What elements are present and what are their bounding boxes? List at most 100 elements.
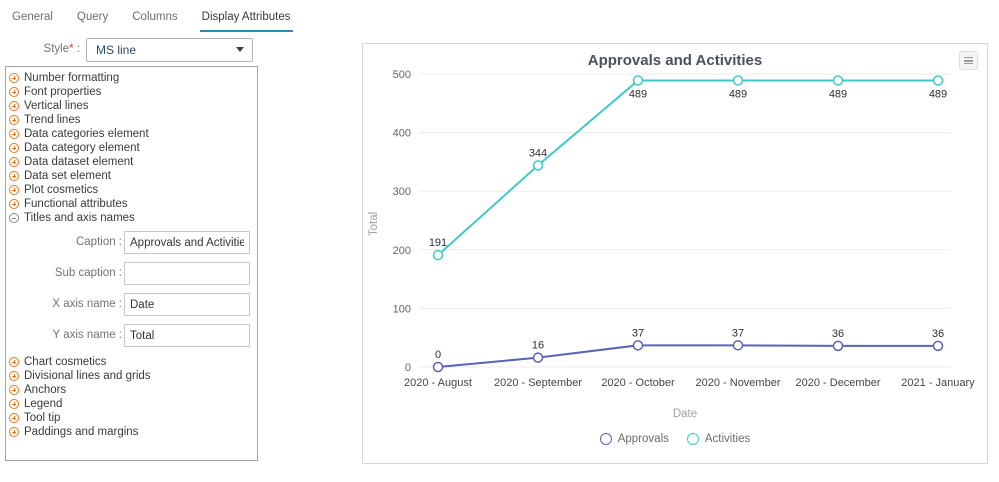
series-line-approvals — [437, 344, 938, 368]
expand-icon[interactable] — [9, 357, 19, 367]
tab-display-attributes[interactable]: Display Attributes — [199, 7, 293, 32]
caption-label: Caption : — [75, 236, 122, 248]
data-label: 36 — [832, 328, 844, 340]
expand-icon[interactable] — [9, 427, 19, 437]
attributes-tree: Number formatting Font properties Vertical… — [5, 66, 258, 461]
tree-item-number-formatting[interactable]: Number formatting — [6, 71, 257, 85]
data-point-approvals[interactable] — [832, 340, 844, 352]
data-label: 16 — [532, 340, 544, 352]
tree-item-data-set-element[interactable]: Data set element — [6, 169, 257, 183]
tree-item-trend-lines[interactable]: Trend lines — [6, 113, 257, 127]
y-tick-label: 0 — [405, 362, 411, 374]
tree-item-data-dataset-element[interactable]: Data dataset element — [6, 155, 257, 169]
tree-item-label: Chart cosmetics — [24, 356, 107, 368]
series-line-activities — [437, 79, 938, 256]
caption-row: Caption : — [6, 231, 257, 254]
sub-caption-row: Sub caption : — [6, 262, 257, 285]
titles-axis-form: Caption : Sub caption : X axis name : Y … — [6, 231, 257, 347]
expand-icon[interactable] — [9, 371, 19, 381]
sub-caption-input[interactable] — [124, 262, 250, 285]
data-point-approvals[interactable] — [932, 340, 944, 352]
y-axis-name-input[interactable] — [124, 324, 250, 347]
tree-item-divisional-lines-and-grids[interactable]: Divisional lines and grids — [6, 369, 257, 383]
data-point-activities[interactable] — [632, 75, 644, 86]
expand-icon[interactable] — [9, 185, 19, 195]
legend-item-approvals[interactable]: Approvals — [599, 433, 669, 445]
tab-columns[interactable]: Columns — [132, 11, 178, 23]
expand-icon[interactable] — [9, 399, 19, 409]
tree-item-label: Divisional lines and grids — [24, 370, 151, 382]
tree-item-font-properties[interactable]: Font properties — [6, 85, 257, 99]
data-point-activities[interactable] — [832, 75, 844, 86]
tree-item-label: Functional attributes — [24, 198, 128, 210]
tree-item-label: Legend — [24, 398, 63, 410]
tree-item-plot-cosmetics[interactable]: Plot cosmetics — [6, 183, 257, 197]
hamburger-icon — [964, 57, 973, 64]
chart-menu-button[interactable] — [959, 51, 978, 70]
tree-item-anchors[interactable]: Anchors — [6, 383, 257, 397]
tree-item-functional-attributes[interactable]: Functional attributes — [6, 197, 257, 211]
caption-input[interactable] — [124, 231, 250, 254]
expand-icon[interactable] — [9, 101, 19, 111]
data-point-activities[interactable] — [732, 75, 744, 86]
collapse-icon[interactable] — [9, 213, 19, 223]
expand-icon[interactable] — [9, 385, 19, 395]
style-label: Style* : — [43, 43, 80, 55]
tab-bar: General Query Columns Display Attributes — [0, 0, 293, 32]
style-dropdown-value: MS line — [96, 43, 137, 57]
data-point-approvals[interactable] — [632, 340, 644, 351]
chevron-down-icon — [236, 47, 244, 52]
tree-item-label: Trend lines — [24, 114, 81, 126]
tree-item-titles-and-axis-names[interactable]: Titles and axis names — [6, 211, 257, 225]
x-axis-name-row: X axis name : — [6, 293, 257, 316]
chart-title: Approvals and Activities — [587, 52, 763, 69]
expand-icon[interactable] — [9, 157, 19, 167]
tree-item-label: Data dataset element — [24, 156, 134, 168]
data-point-activities[interactable] — [932, 75, 944, 86]
tree-item-label: Plot cosmetics — [24, 184, 99, 196]
expand-icon[interactable] — [9, 87, 19, 97]
expand-icon[interactable] — [9, 413, 19, 423]
tab-query[interactable]: Query — [76, 11, 109, 23]
data-label: 489 — [829, 88, 847, 100]
tree-item-label: Number formatting — [24, 72, 120, 84]
tree-item-label: Paddings and margins — [24, 426, 139, 438]
tree-item-data-categories-element[interactable]: Data categories element — [6, 127, 257, 141]
x-axis-name-input[interactable] — [124, 293, 250, 316]
tab-general[interactable]: General — [12, 11, 53, 23]
tree-item-data-category-element[interactable]: Data category element — [6, 141, 257, 155]
tree-item-legend[interactable]: Legend — [6, 397, 257, 411]
expand-icon[interactable] — [9, 73, 19, 83]
legend-label: Approvals — [617, 433, 669, 445]
tree-item-label: Titles and axis names — [24, 212, 135, 224]
data-point-approvals[interactable] — [432, 361, 444, 373]
data-point-approvals[interactable] — [532, 352, 544, 363]
tree-item-label: Vertical lines — [24, 100, 89, 112]
expand-icon[interactable] — [9, 199, 19, 209]
legend-marker-icon — [686, 433, 699, 445]
tree-item-paddings-and-margins[interactable]: Paddings and margins — [6, 425, 257, 439]
legend-item-activities[interactable]: Activities — [686, 433, 751, 445]
tree-bottom-section: Chart cosmetics Divisional lines and grid… — [6, 355, 257, 439]
x-axis-title: Date — [673, 408, 697, 420]
tree-item-tool-tip[interactable]: Tool tip — [6, 411, 257, 425]
data-point-activities[interactable] — [432, 249, 444, 261]
tree-item-chart-cosmetics[interactable]: Chart cosmetics — [6, 355, 257, 369]
expand-icon[interactable] — [9, 143, 19, 153]
data-point-activities[interactable] — [532, 160, 544, 171]
legend-label: Activities — [704, 433, 751, 445]
style-dropdown[interactable]: MS line — [86, 38, 253, 62]
tree-top-section: Number formatting Font properties Vertical… — [6, 71, 257, 225]
data-label: 191 — [429, 237, 447, 249]
tree-item-vertical-lines[interactable]: Vertical lines — [6, 99, 257, 113]
data-label: 37 — [632, 327, 644, 339]
properties-panel: General Query Columns Display Attributes… — [0, 0, 293, 482]
expand-icon[interactable] — [9, 171, 19, 181]
tree-item-label: Data category element — [24, 142, 140, 154]
data-label: 489 — [929, 88, 947, 100]
data-point-approvals[interactable] — [732, 340, 744, 351]
data-label: 0 — [435, 349, 441, 361]
expand-icon[interactable] — [9, 129, 19, 139]
expand-icon[interactable] — [9, 115, 19, 125]
